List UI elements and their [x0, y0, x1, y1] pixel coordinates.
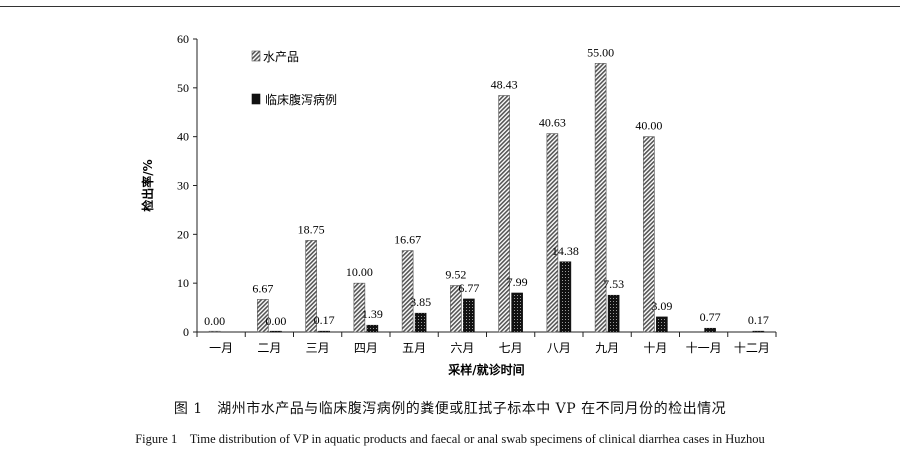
figure-caption-english: Figure 1 Time distribution of VP in aqua… [135, 432, 765, 446]
clinical-bar-4 [366, 324, 379, 333]
clinical-value-label-10: 3.09 [651, 299, 672, 313]
clinical-bar-10 [656, 316, 668, 333]
clinical-value-label-7: 7.99 [507, 275, 528, 289]
clinical-bar-5 [414, 312, 427, 333]
aquatic-bar-6 [450, 285, 462, 333]
y-tick-label: 50 [177, 81, 189, 95]
aquatic-bar-7 [498, 95, 510, 333]
aquatic-value-label-2: 6.67 [252, 281, 273, 295]
clinical-value-label-2: 0.00 [265, 314, 286, 328]
aquatic-value-label-8: 40.63 [539, 116, 566, 130]
x-tick-label: 八月 [547, 341, 571, 355]
legend-swatch-clinical [251, 93, 261, 105]
clinical-bar-2 [270, 330, 282, 333]
clinical-bar-7 [511, 292, 523, 333]
legend-label-aquatic: 水产品 [263, 50, 299, 64]
aquatic-value-label-7: 48.43 [491, 78, 518, 92]
x-tick-label: 一月 [209, 341, 233, 355]
y-tick-label: 0 [183, 325, 189, 339]
legend-swatch-aquatic [251, 50, 261, 62]
clinical-value-label-12: 0.17 [748, 313, 769, 327]
aquatic-bar-1 [208, 330, 221, 333]
x-tick-label: 十一月 [686, 341, 722, 355]
y-tick-label: 40 [177, 130, 189, 144]
clinical-bar-6 [463, 298, 475, 333]
y-tick-label: 60 [177, 32, 189, 46]
clinical-bar-3 [318, 330, 330, 333]
y-tick-label: 10 [177, 276, 189, 290]
aquatic-value-label-10: 40.00 [635, 119, 662, 133]
x-tick-label: 九月 [595, 341, 619, 355]
clinical-value-label-6: 6.77 [458, 281, 479, 295]
aquatic-value-label-1: 0.00 [204, 314, 225, 328]
aquatic-value-label-4: 10.00 [346, 265, 373, 279]
bars: 0.00 6.67 18.75 10.00 16.67 9.52 48.43 40.63 55.… [204, 45, 769, 333]
aquatic-bar-10 [643, 136, 655, 333]
clinical-value-label-3: 0.17 [314, 313, 335, 327]
aquatic-bar-4 [353, 282, 366, 333]
clinical-bar-8 [559, 261, 572, 333]
x-tick-label: 十二月 [734, 341, 770, 355]
x-tick-label: 三月 [306, 341, 330, 355]
clinical-value-label-5: 3.85 [410, 295, 431, 309]
x-tick-label: 七月 [499, 341, 523, 355]
aquatic-bar-5 [401, 250, 414, 333]
x-tick-label: 二月 [257, 341, 281, 355]
x-tick-label: 十月 [643, 341, 667, 355]
bar-chart: 0 10 20 30 40 50 60 检出率/% 一月 二月 三月 四月 五月 六月 七月 八月 九月 十月 十一… [140, 32, 777, 377]
clinical-value-label-9: 7.53 [603, 277, 624, 291]
legend-label-clinical: 临床腹泻病例 [265, 92, 337, 107]
x-tick-label: 四月 [354, 341, 378, 355]
y-axis-title: 检出率/% [140, 159, 155, 211]
clinical-bar-11 [704, 327, 716, 333]
y-tick-label: 30 [177, 179, 189, 193]
aquatic-bar-2 [257, 299, 269, 333]
clinical-value-label-11: 0.77 [700, 310, 721, 324]
x-tick-label: 五月 [402, 341, 426, 355]
figure-caption-chinese: 图 1 湖州市水产品与临床腹泻病例的粪便或肛拭子标本中 VP 在不同月份的检出情… [173, 401, 727, 417]
top-rule [0, 6, 900, 7]
axes: 0 10 20 30 40 50 60 检出率/% 一月 二月 三月 四月 五月 六月 七月 八月 九月 十月 十一… [140, 32, 777, 377]
aquatic-bar-8 [546, 133, 559, 333]
aquatic-value-label-6: 9.52 [445, 268, 466, 282]
aquatic-bar-3 [305, 240, 317, 333]
aquatic-value-label-9: 55.00 [587, 45, 614, 59]
clinical-value-label-4: 1.39 [362, 307, 383, 321]
aquatic-value-label-5: 16.67 [394, 233, 421, 247]
aquatic-value-label-3: 18.75 [298, 222, 325, 236]
x-tick-label: 六月 [450, 341, 474, 355]
clinical-value-label-8: 14.38 [552, 244, 579, 258]
aquatic-bar-9 [594, 63, 607, 333]
x-axis-title: 采样/就诊时间 [447, 362, 524, 377]
clinical-bar-9 [607, 294, 620, 333]
y-tick-label: 20 [177, 227, 189, 241]
clinical-bar-12 [752, 330, 765, 333]
